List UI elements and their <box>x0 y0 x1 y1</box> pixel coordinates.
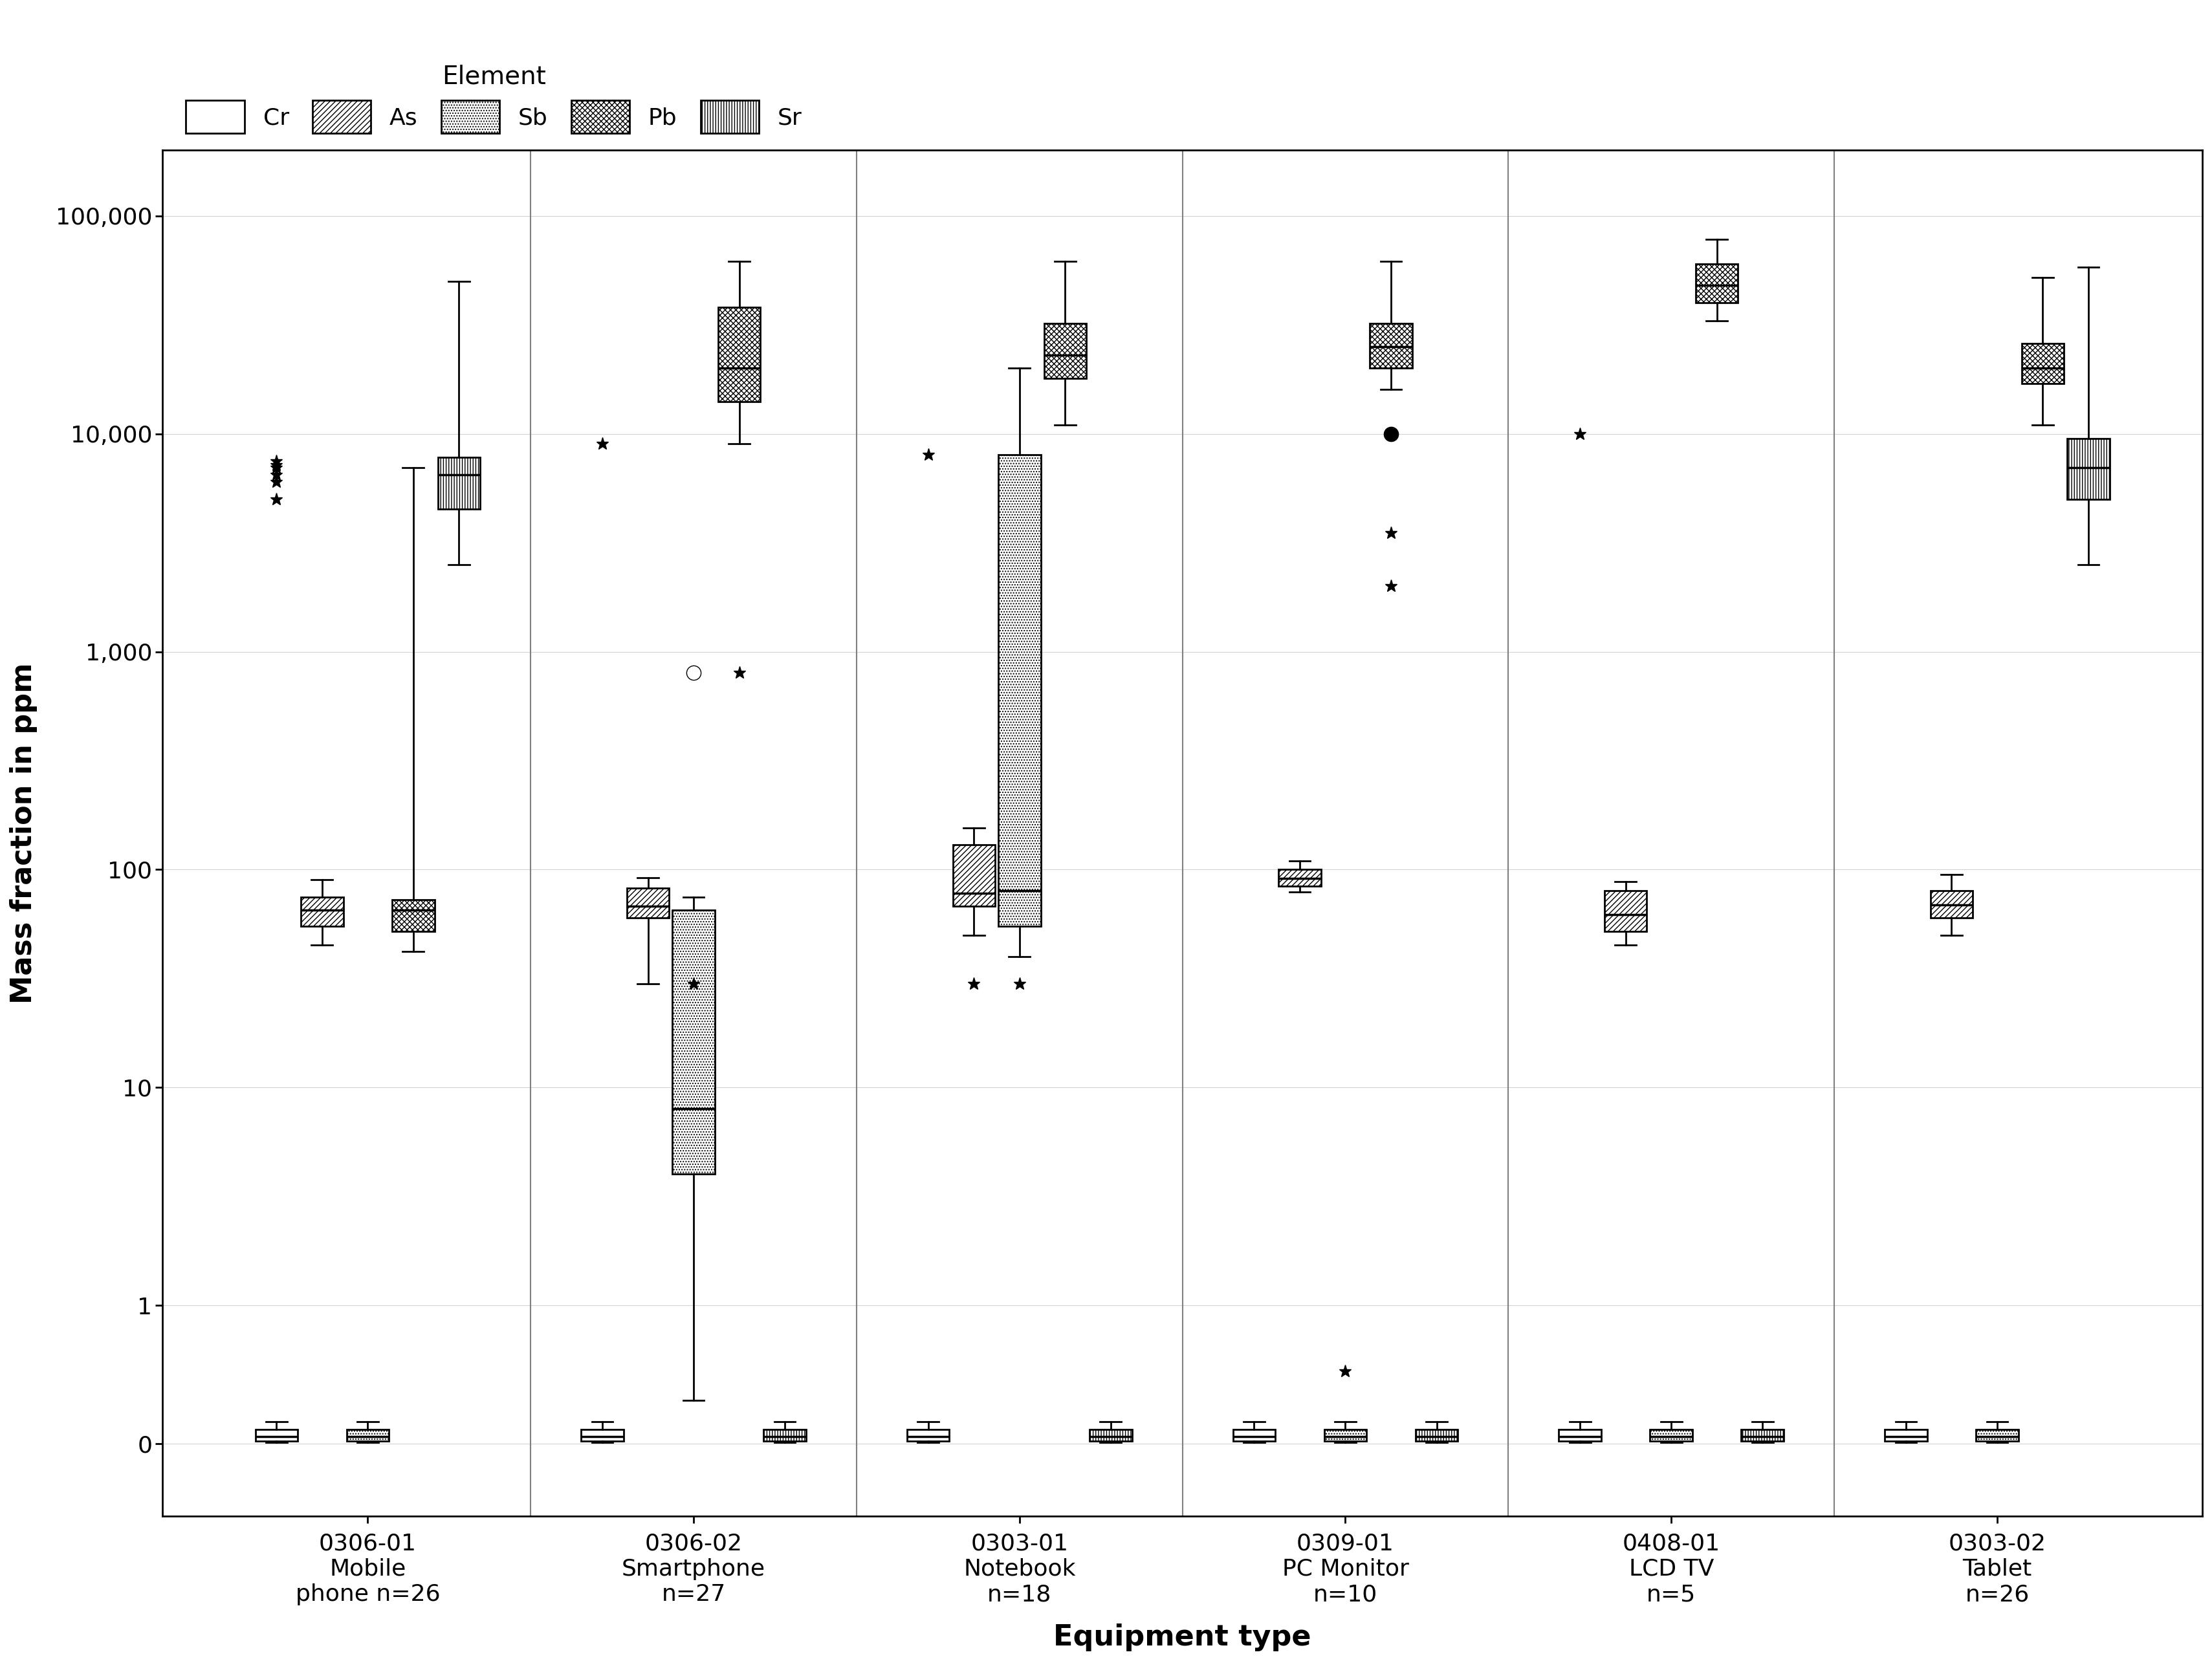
PathPatch shape <box>1931 890 1973 919</box>
PathPatch shape <box>953 845 995 907</box>
PathPatch shape <box>2022 344 2064 384</box>
PathPatch shape <box>998 455 1040 927</box>
PathPatch shape <box>254 1428 299 1440</box>
PathPatch shape <box>1741 1428 1783 1440</box>
PathPatch shape <box>1325 1428 1367 1440</box>
PathPatch shape <box>1559 1428 1601 1440</box>
PathPatch shape <box>582 1428 624 1440</box>
X-axis label: Equipment type: Equipment type <box>1053 1623 1312 1651</box>
PathPatch shape <box>626 889 670 919</box>
PathPatch shape <box>1650 1428 1692 1440</box>
PathPatch shape <box>1604 890 1646 932</box>
PathPatch shape <box>763 1428 805 1440</box>
PathPatch shape <box>438 457 480 510</box>
PathPatch shape <box>672 910 714 1174</box>
Y-axis label: Mass fraction in ppm: Mass fraction in ppm <box>9 663 38 1003</box>
PathPatch shape <box>1975 1428 2017 1440</box>
PathPatch shape <box>1416 1428 1458 1440</box>
PathPatch shape <box>2068 439 2110 500</box>
PathPatch shape <box>1697 264 1739 302</box>
Legend: Cr, As, Sb, Pb, Sr: Cr, As, Sb, Pb, Sr <box>175 53 814 145</box>
PathPatch shape <box>1044 324 1086 379</box>
PathPatch shape <box>1279 870 1321 885</box>
PathPatch shape <box>1369 324 1411 369</box>
PathPatch shape <box>719 307 761 402</box>
PathPatch shape <box>1232 1428 1276 1440</box>
PathPatch shape <box>1091 1428 1133 1440</box>
PathPatch shape <box>1885 1428 1927 1440</box>
PathPatch shape <box>907 1428 949 1440</box>
PathPatch shape <box>392 899 434 932</box>
PathPatch shape <box>347 1428 389 1440</box>
PathPatch shape <box>301 897 343 927</box>
